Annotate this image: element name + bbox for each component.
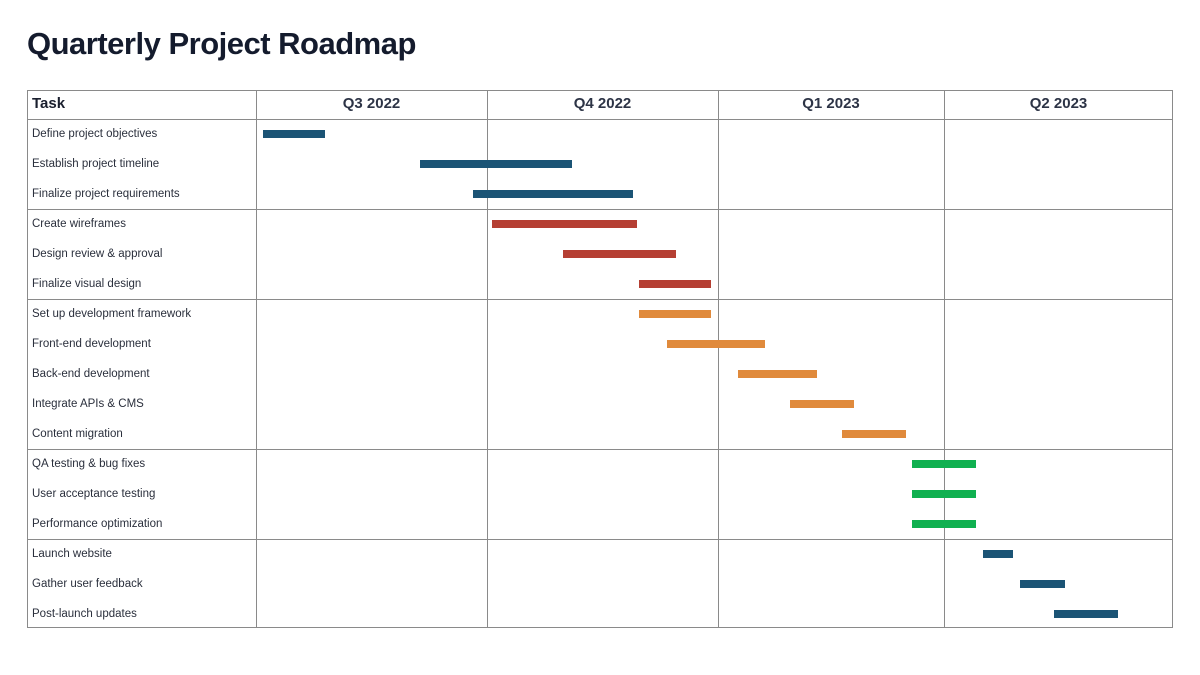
task-label: Back-end development bbox=[32, 368, 150, 380]
column-divider bbox=[718, 90, 719, 628]
group-divider bbox=[27, 299, 1173, 300]
task-bar[interactable] bbox=[982, 550, 1013, 558]
task-label: Integrate APIs & CMS bbox=[32, 398, 144, 410]
task-label: Content migration bbox=[32, 428, 123, 440]
task-label: User acceptance testing bbox=[32, 488, 156, 500]
task-label: Performance optimization bbox=[32, 518, 163, 530]
task-bar[interactable] bbox=[639, 280, 712, 288]
task-bar[interactable] bbox=[842, 430, 906, 438]
quarter-header: Q2 2023 bbox=[1029, 95, 1088, 112]
task-column-header: Task bbox=[32, 95, 66, 112]
column-divider bbox=[487, 90, 488, 628]
quarter-header: Q1 2023 bbox=[802, 95, 860, 112]
task-bar[interactable] bbox=[491, 220, 638, 228]
task-bar[interactable] bbox=[738, 370, 818, 378]
task-label: Finalize visual design bbox=[32, 278, 142, 290]
page-title: Quarterly Project Roadmap bbox=[27, 26, 416, 61]
task-label: Establish project timeline bbox=[32, 158, 160, 170]
task-bar[interactable] bbox=[912, 520, 977, 528]
task-bar[interactable] bbox=[912, 460, 977, 468]
task-bar[interactable] bbox=[1019, 580, 1066, 588]
task-bar[interactable] bbox=[912, 490, 977, 498]
task-label: Design review & approval bbox=[32, 248, 163, 260]
group-divider bbox=[27, 209, 1173, 210]
group-divider bbox=[27, 449, 1173, 450]
task-label: Create wireframes bbox=[32, 218, 126, 230]
task-label: QA testing & bug fixes bbox=[32, 458, 146, 470]
task-bar[interactable] bbox=[1053, 610, 1119, 618]
header-divider bbox=[27, 119, 1173, 120]
task-label: Front-end development bbox=[32, 338, 151, 350]
task-bar[interactable] bbox=[262, 130, 326, 138]
task-label: Gather user feedback bbox=[32, 578, 143, 590]
task-label: Finalize project requirements bbox=[32, 188, 180, 200]
task-bar[interactable] bbox=[563, 250, 677, 258]
task-bar[interactable] bbox=[639, 310, 712, 318]
task-label: Post-launch updates bbox=[32, 608, 137, 620]
task-bar[interactable] bbox=[790, 400, 854, 408]
task-bar[interactable] bbox=[473, 190, 633, 198]
column-divider bbox=[256, 90, 257, 628]
group-divider bbox=[27, 539, 1173, 540]
column-divider bbox=[944, 90, 945, 628]
task-label: Launch website bbox=[32, 548, 112, 560]
gantt-frame bbox=[27, 90, 1173, 628]
task-label: Set up development framework bbox=[32, 308, 192, 320]
quarter-header: Q3 2022 bbox=[342, 95, 401, 112]
task-bar[interactable] bbox=[420, 160, 573, 168]
task-label: Define project objectives bbox=[32, 128, 158, 140]
quarter-header: Q4 2022 bbox=[573, 95, 632, 112]
task-bar[interactable] bbox=[667, 340, 766, 348]
